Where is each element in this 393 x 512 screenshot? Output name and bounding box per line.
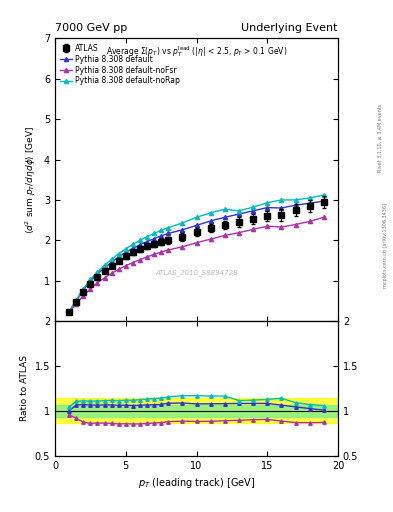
Text: Average $\Sigma(p_T)$ vs $p_T^{\mathrm{lead}}$ ($|\eta|$ < 2.5, $p_T$ > 0.1 GeV): Average $\Sigma(p_T)$ vs $p_T^{\mathrm{l… [106, 44, 287, 59]
Pythia 8.308 default-noFsr [74, 301, 79, 307]
Pythia 8.308 default-noRap [102, 262, 107, 268]
Pythia 8.308 default [159, 233, 163, 239]
Pythia 8.308 default-noRap [95, 269, 100, 275]
Pythia 8.308 default [95, 271, 100, 277]
Pythia 8.308 default-noRap [67, 308, 72, 314]
Y-axis label: Ratio to ATLAS: Ratio to ATLAS [20, 355, 29, 421]
Pythia 8.308 default [265, 204, 270, 210]
Pythia 8.308 default-noFsr [109, 270, 114, 276]
Pythia 8.308 default [74, 298, 79, 304]
Text: ATLAS_2010_S8894728: ATLAS_2010_S8894728 [155, 270, 238, 276]
Text: 7000 GeV pp: 7000 GeV pp [55, 23, 127, 33]
Pythia 8.308 default-noRap [251, 204, 255, 210]
Pythia 8.308 default [109, 259, 114, 265]
Pythia 8.308 default-noFsr [145, 254, 149, 260]
Pythia 8.308 default [116, 254, 121, 260]
Pythia 8.308 default-noRap [237, 208, 241, 214]
Pythia 8.308 default [321, 198, 326, 204]
Pythia 8.308 default-noRap [116, 250, 121, 257]
Pythia 8.308 default-noFsr [194, 240, 199, 246]
Pythia 8.308 default [237, 211, 241, 217]
Line: Pythia 8.308 default: Pythia 8.308 default [67, 199, 326, 314]
Bar [55, 404, 338, 417]
Pythia 8.308 default [81, 287, 86, 293]
Text: Rivet 3.1.10, ≥ 3.4M events: Rivet 3.1.10, ≥ 3.4M events [378, 104, 383, 173]
Pythia 8.308 default-noFsr [222, 232, 227, 239]
Pythia 8.308 default-noRap [222, 206, 227, 212]
Pythia 8.308 default-noFsr [251, 226, 255, 232]
Pythia 8.308 default-noRap [138, 237, 142, 243]
Pythia 8.308 default-noFsr [265, 223, 270, 229]
Pythia 8.308 default [102, 265, 107, 271]
Pythia 8.308 default [138, 242, 142, 248]
Text: mcplots.cern.ch [arXiv:1306.3436]: mcplots.cern.ch [arXiv:1306.3436] [384, 203, 388, 288]
Pythia 8.308 default-noFsr [123, 263, 128, 269]
Pythia 8.308 default-noRap [109, 256, 114, 262]
Pythia 8.308 default-noFsr [81, 292, 86, 298]
Pythia 8.308 default [251, 208, 255, 214]
Pythia 8.308 default-noFsr [159, 249, 163, 255]
Legend: ATLAS, Pythia 8.308 default, Pythia 8.308 default-noFsr, Pythia 8.308 default-no: ATLAS, Pythia 8.308 default, Pythia 8.30… [59, 42, 181, 87]
Pythia 8.308 default-noRap [123, 246, 128, 252]
Pythia 8.308 default-noRap [265, 200, 270, 206]
Pythia 8.308 default [67, 309, 72, 315]
Pythia 8.308 default-noFsr [95, 280, 100, 286]
Pythia 8.308 default-noRap [88, 276, 93, 283]
Pythia 8.308 default [222, 214, 227, 220]
Pythia 8.308 default-noRap [159, 227, 163, 233]
Pythia 8.308 default-noFsr [67, 309, 72, 315]
Pythia 8.308 default [145, 239, 149, 245]
Pythia 8.308 default [194, 222, 199, 228]
Pythia 8.308 default-noRap [321, 192, 326, 198]
Pythia 8.308 default-noFsr [152, 251, 156, 258]
Line: Pythia 8.308 default-noFsr: Pythia 8.308 default-noFsr [67, 215, 326, 314]
Pythia 8.308 default-noRap [180, 220, 185, 226]
Pythia 8.308 default [293, 202, 298, 208]
Pythia 8.308 default-noFsr [307, 218, 312, 224]
Y-axis label: $\langle d^2$ sum $p_T/d\eta d\phi\rangle$ [GeV]: $\langle d^2$ sum $p_T/d\eta d\phi\rangl… [24, 125, 39, 234]
Pythia 8.308 default-noRap [166, 225, 171, 231]
X-axis label: $p_T$ (leading track) [GeV]: $p_T$ (leading track) [GeV] [138, 476, 255, 490]
Pythia 8.308 default-noFsr [130, 260, 135, 266]
Pythia 8.308 default-noRap [81, 286, 86, 292]
Pythia 8.308 default-noFsr [293, 222, 298, 228]
Pythia 8.308 default [208, 218, 213, 224]
Pythia 8.308 default-noFsr [180, 244, 185, 250]
Pythia 8.308 default [152, 236, 156, 242]
Pythia 8.308 default-noRap [74, 297, 79, 303]
Pythia 8.308 default [123, 249, 128, 255]
Pythia 8.308 default-noRap [194, 214, 199, 220]
Pythia 8.308 default-noFsr [166, 247, 171, 253]
Pythia 8.308 default-noRap [279, 197, 284, 203]
Pythia 8.308 default-noFsr [279, 224, 284, 230]
Pythia 8.308 default-noRap [145, 233, 149, 240]
Pythia 8.308 default-noRap [307, 195, 312, 201]
Line: Pythia 8.308 default-noRap: Pythia 8.308 default-noRap [67, 193, 326, 313]
Pythia 8.308 default-noFsr [321, 214, 326, 220]
Text: Underlying Event: Underlying Event [241, 23, 338, 33]
Pythia 8.308 default-noRap [293, 197, 298, 203]
Pythia 8.308 default-noRap [130, 241, 135, 247]
Pythia 8.308 default-noFsr [88, 286, 93, 292]
Pythia 8.308 default [307, 200, 312, 206]
Pythia 8.308 default-noFsr [102, 275, 107, 281]
Bar [55, 398, 338, 423]
Pythia 8.308 default-noRap [152, 230, 156, 237]
Pythia 8.308 default-noRap [208, 210, 213, 216]
Pythia 8.308 default-noFsr [138, 257, 142, 263]
Pythia 8.308 default-noFsr [237, 229, 241, 236]
Pythia 8.308 default-noFsr [116, 266, 121, 272]
Pythia 8.308 default [88, 278, 93, 284]
Pythia 8.308 default [279, 205, 284, 211]
Pythia 8.308 default [166, 230, 171, 237]
Pythia 8.308 default [130, 245, 135, 251]
Pythia 8.308 default [180, 227, 185, 233]
Pythia 8.308 default-noFsr [208, 236, 213, 242]
